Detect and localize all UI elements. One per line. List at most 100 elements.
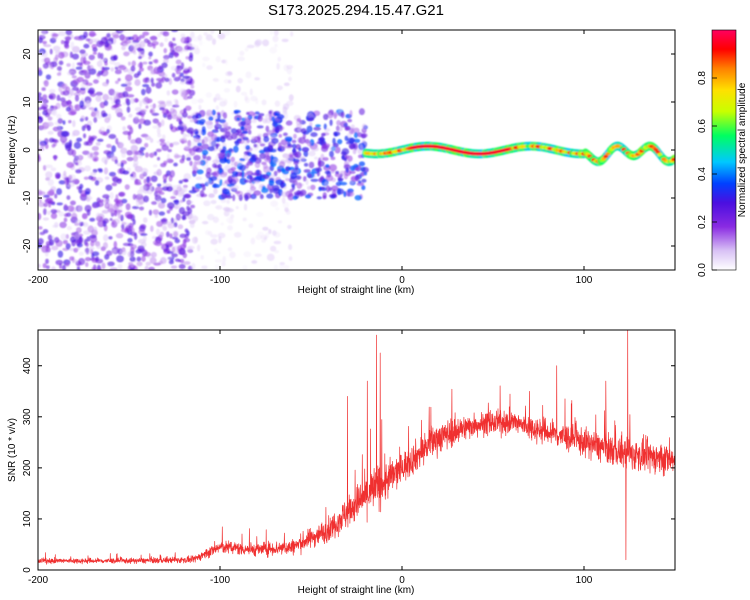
heatmap-cell (45, 74, 52, 80)
heatmap-cell (142, 31, 150, 36)
heatmap-cell (48, 239, 55, 246)
heatmap-cell (41, 87, 46, 91)
heatmap-cell (257, 133, 263, 137)
snr-y-tick-label: 300 (22, 408, 33, 425)
heatmap-cell (69, 200, 76, 206)
heatmap-cell (123, 39, 132, 44)
heatmap-cell (233, 145, 239, 153)
heatmap-cell (72, 129, 80, 136)
heatmap-cell (244, 47, 249, 52)
heatmap-cell (82, 212, 88, 220)
heatmap-cell (256, 125, 264, 129)
heatmap-cell (63, 217, 68, 223)
heatmap-cell (128, 227, 135, 234)
heatmap-cell (192, 118, 198, 122)
heatmap-cell (56, 125, 60, 132)
heatmap-cell (109, 59, 115, 65)
heatmap-cell (212, 163, 217, 169)
heatmap-cell (183, 186, 188, 193)
heatmap-cell (220, 222, 224, 226)
heatmap-cell (275, 207, 280, 211)
heatmap-cell (91, 145, 99, 151)
heatmap-cell (166, 209, 171, 214)
heatmap-cell (138, 34, 146, 39)
heatmap-cell (300, 156, 306, 162)
heatmap-cell (84, 204, 92, 213)
heatmap-cell (363, 171, 368, 176)
heatmap-cell (298, 191, 304, 197)
heatmap-cell (283, 82, 290, 87)
heatmap-cell (199, 118, 206, 124)
heatmap-cell (328, 147, 336, 151)
heatmap-cell (123, 51, 130, 57)
heatmap-cell (62, 264, 66, 270)
heatmap-cell (289, 154, 294, 158)
heatmap-cell (126, 149, 133, 156)
heatmap-cell (138, 67, 144, 72)
snr-y-tick-label: 100 (22, 510, 33, 527)
heatmap-cell (76, 266, 81, 270)
heatmap-cell (156, 228, 160, 236)
heatmap-cell (165, 141, 171, 146)
spectrogram-x-label: Height of straight line (km) (298, 285, 415, 296)
heatmap-cell (276, 168, 282, 173)
heatmap-cell (190, 31, 195, 39)
heatmap-cell (141, 88, 146, 96)
heatmap-cell (184, 145, 192, 149)
heatmap-cell (197, 34, 203, 41)
heatmap-cell (88, 106, 95, 111)
heatmap-cell (316, 196, 322, 200)
heatmap-cell (38, 263, 41, 268)
heatmap-cell (244, 123, 252, 131)
heatmap-cell (85, 86, 89, 91)
heatmap-cell (254, 111, 260, 115)
heatmap-cell (195, 45, 199, 53)
heatmap-cell (190, 204, 196, 209)
heatmap-cell (103, 100, 109, 106)
heatmap-cell (133, 265, 138, 270)
heatmap-cell (85, 100, 92, 107)
heatmap-cell (290, 172, 298, 180)
heatmap-cell (230, 128, 238, 134)
heatmap-cell (173, 205, 180, 210)
heatmap-cell (101, 66, 105, 74)
heatmap-cell (359, 172, 365, 177)
heatmap-cell (137, 245, 145, 252)
heatmap-cell (55, 174, 60, 179)
heatmap-cell (174, 199, 180, 206)
heatmap-cell (230, 161, 234, 167)
heatmap-cell (121, 45, 126, 51)
heatmap-cell (198, 104, 202, 110)
heatmap-cell (244, 95, 248, 102)
heatmap-cell (272, 158, 280, 164)
heatmap-cell (122, 126, 126, 131)
heatmap-cell (268, 179, 275, 186)
heatmap-cell (237, 77, 244, 84)
heatmap-cell (83, 69, 89, 76)
heatmap-cell (227, 225, 233, 231)
heatmap-cell (106, 143, 112, 148)
heatmap-cell (233, 231, 242, 238)
heatmap-cell (158, 122, 162, 128)
heatmap-cell (199, 183, 206, 187)
heatmap-cell (138, 206, 145, 211)
heatmap-cell (45, 171, 53, 179)
heatmap-cell (269, 188, 273, 194)
heatmap-cell (103, 150, 112, 155)
heatmap-cell (280, 181, 285, 189)
heatmap-cell (75, 66, 83, 70)
heatmap-cell (183, 108, 187, 113)
heatmap-cell (214, 259, 223, 263)
heatmap-cell (279, 263, 285, 270)
heatmap-cell (361, 178, 367, 183)
heatmap-cell (188, 189, 197, 194)
heatmap-cell (254, 253, 262, 258)
heatmap-cell (246, 44, 255, 49)
heatmap-cell (156, 127, 161, 135)
heatmap-cell (210, 199, 217, 205)
heatmap-cell (118, 142, 125, 148)
heatmap-cell (153, 151, 158, 156)
heatmap-cell (308, 150, 316, 157)
colorbar-tick-label: 0.4 (697, 167, 708, 181)
